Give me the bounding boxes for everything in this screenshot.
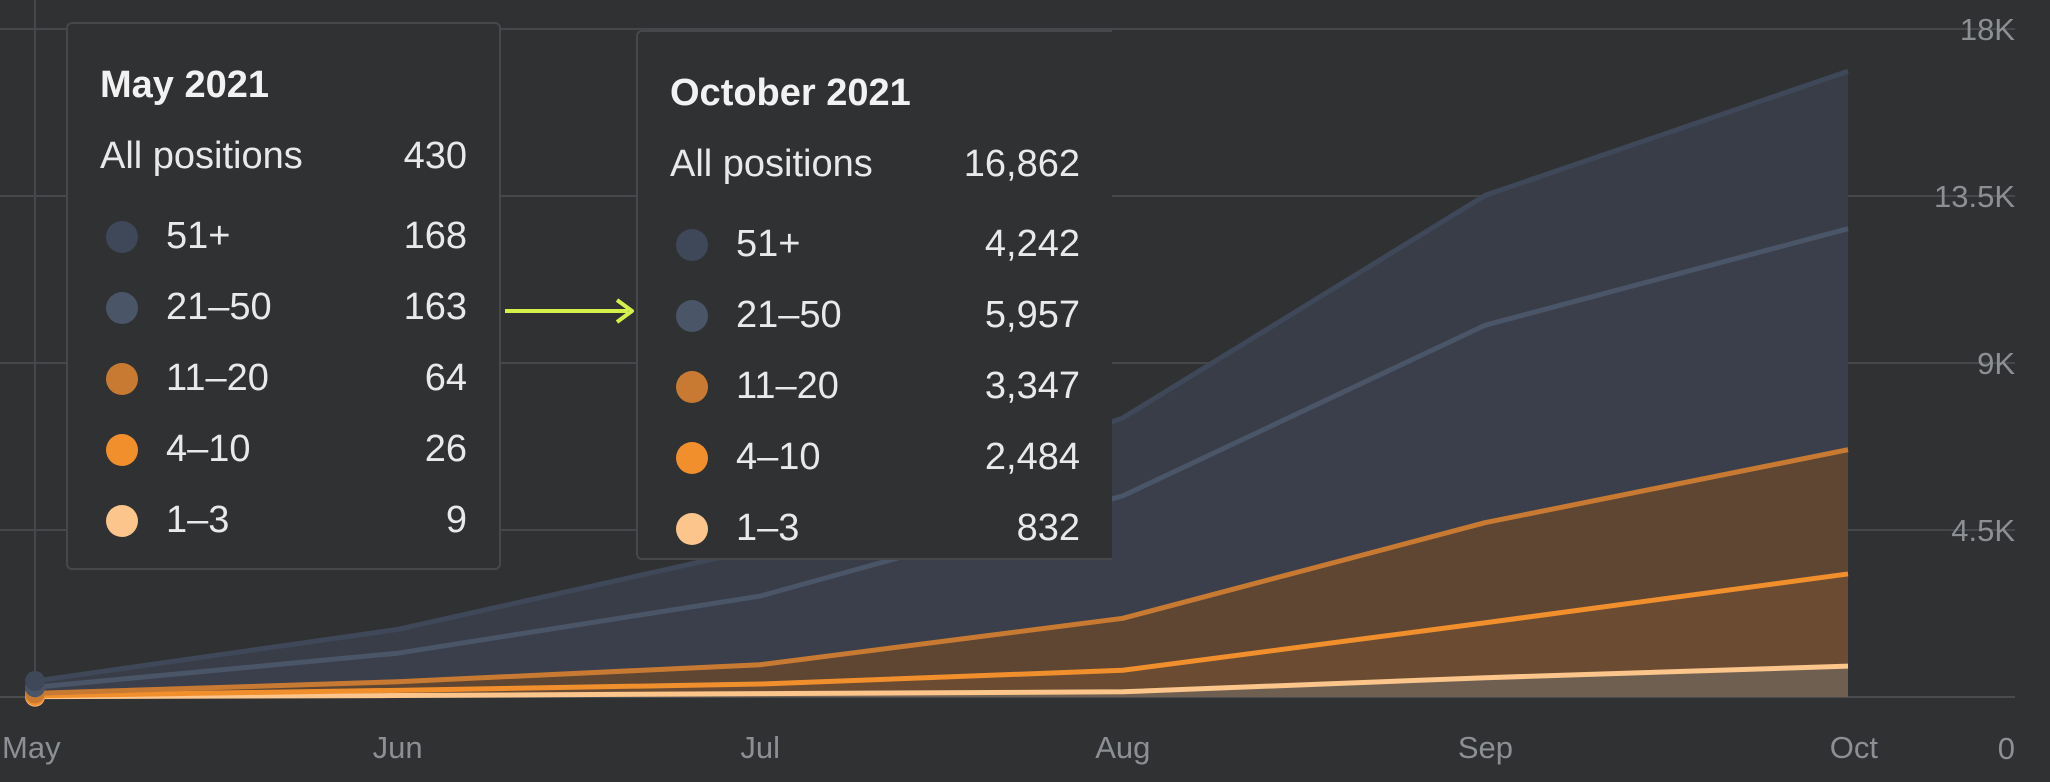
legend-dot-icon (676, 512, 708, 545)
tooltip-title: October 2021 (670, 72, 911, 114)
comparison-arrow (505, 298, 634, 324)
tooltip-row-label: 51+ (166, 215, 231, 257)
legend-dot-icon (106, 504, 138, 537)
tooltip-row: 51+ 168 (100, 201, 467, 272)
legend-dot-icon (676, 441, 708, 474)
tooltip-row: 4–10 2,484 (670, 422, 1080, 493)
tooltip-row-label: 1–3 (736, 507, 800, 549)
legend-dot-icon (106, 220, 138, 253)
tooltip-row: 1–3 832 (670, 493, 1080, 564)
y-tick-label: 18K (1960, 12, 2015, 47)
tooltip-row-value: 5,957 (984, 294, 1080, 336)
tooltip-row-label: 51+ (736, 223, 801, 265)
tooltip-row: 11–20 3,347 (670, 351, 1080, 422)
y-tick-label: 0 (1998, 731, 2015, 766)
tooltip-row-value: 4,242 (984, 223, 1080, 265)
legend-dot-icon (106, 291, 138, 324)
legend-dot-icon (106, 362, 138, 395)
x-tick-label: Sep (1458, 730, 1513, 765)
tooltip-row-value: 9 (445, 499, 467, 541)
tooltip-october: October 2021 All positions 16,862 51+ 4,… (636, 30, 1112, 560)
tooltip-row: 4–10 26 (100, 414, 467, 485)
y-tick-label: 9K (1977, 346, 2015, 381)
hover-markers (25, 671, 45, 707)
x-tick-label: Jun (373, 730, 423, 765)
tooltip-total-value: 16,862 (963, 142, 1080, 185)
hover-marker (25, 671, 45, 692)
tooltip-row: 11–20 64 (100, 343, 467, 414)
series-area (35, 666, 1848, 697)
y-tick-label: 4.5K (1951, 513, 2015, 548)
tooltip-row-label: 4–10 (736, 436, 821, 478)
tooltip-row: 21–50 163 (100, 272, 467, 343)
legend-dot-icon (106, 433, 138, 466)
tooltip-row-label: 11–20 (736, 365, 839, 407)
x-tick-label: Jul (740, 730, 780, 765)
tooltip-row-label: 1–3 (166, 499, 230, 541)
series-line (34, 447, 1849, 696)
x-tick-label: Aug (1095, 730, 1150, 765)
tooltip-row-value: 64 (424, 357, 467, 399)
tooltip-may: May 2021 All positions 430 51+ 168 21–50… (66, 22, 501, 570)
tooltip-row-value: 163 (403, 286, 467, 328)
tooltip-row-value: 168 (403, 215, 467, 257)
tooltip-row-label: 11–20 (166, 357, 269, 399)
series-area (35, 228, 1848, 694)
tooltip-row-label: 21–50 (736, 294, 842, 336)
series-line (34, 663, 1849, 700)
series-line (34, 571, 1849, 699)
tooltip-total-value: 430 (403, 134, 467, 177)
tooltip-row-label: 21–50 (166, 286, 272, 328)
tooltip-title: May 2021 (100, 64, 270, 106)
tooltip-row-value: 832 (1016, 507, 1080, 549)
legend-dot-icon (676, 228, 708, 261)
series-area (35, 573, 1848, 697)
x-tick-label: Oct (1830, 730, 1879, 765)
tooltip-row-value: 26 (424, 428, 467, 470)
legend-dot-icon (676, 299, 708, 332)
tooltip-total-label: All positions (100, 134, 303, 177)
tooltip-total-row: All positions 430 (100, 130, 467, 182)
x-tick-label: May (2, 730, 61, 765)
tooltip-row: 1–3 9 (100, 485, 467, 556)
tooltip-row-value: 3,347 (984, 365, 1080, 407)
tooltip-row: 21–50 5,957 (670, 280, 1080, 351)
tooltip-row-value: 2,484 (984, 436, 1080, 478)
y-tick-label: 13.5K (1934, 179, 2015, 214)
tooltip-row-label: 4–10 (166, 428, 251, 470)
axis-labels: 18K 13.5K 9K 4.5K 0 May Jun Jul Aug Sep Oct (2, 12, 2015, 766)
tooltip-row: 51+ 4,242 (670, 209, 1080, 280)
tooltip-total-row: All positions 16,862 (670, 138, 1080, 190)
arrow-head-icon (615, 298, 634, 324)
tooltip-total-label: All positions (670, 142, 873, 185)
legend-dot-icon (676, 370, 708, 403)
